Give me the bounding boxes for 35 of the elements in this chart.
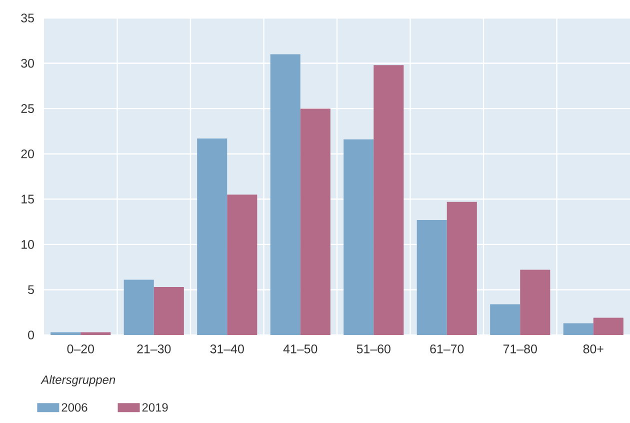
bar [124,280,154,335]
bar [344,139,374,335]
bar [563,323,594,335]
y-tick-label: 35 [21,14,34,22]
x-tick-label: 31–40 [210,344,244,354]
bar [490,304,520,335]
x-tick-label: 21–30 [137,344,171,354]
bar [300,108,330,335]
bar [416,220,447,335]
bar [50,332,81,335]
bar [227,194,258,335]
y-tick-label: 15 [22,194,34,204]
y-tick-label: 20 [21,149,34,158]
bar [374,65,404,335]
x-tick-label: 51–60 [356,344,390,354]
bar [154,286,184,335]
y-tick-label: 5 [28,285,34,294]
x-axis-title: Altersgruppen [40,375,116,386]
x-tick-label: 61–70 [430,344,464,354]
x-tick-label: 71–80 [503,344,537,354]
y-tick-label: 30 [21,58,34,68]
y-tick-label: 0 [28,330,34,340]
bar [520,270,550,335]
legend-label: 2006 [62,403,88,412]
y-tick-label: 25 [21,104,34,113]
bar [80,332,111,335]
y-tick-label: 10 [22,240,34,249]
x-tick-label: 0–20 [67,344,94,354]
bar [197,138,228,335]
x-tick-label: 41–50 [283,344,318,354]
x-tick-label: 80+ [583,344,604,354]
bar [593,318,624,335]
bar [270,54,300,335]
legend-label: 2019 [142,403,168,412]
bar [446,202,477,335]
